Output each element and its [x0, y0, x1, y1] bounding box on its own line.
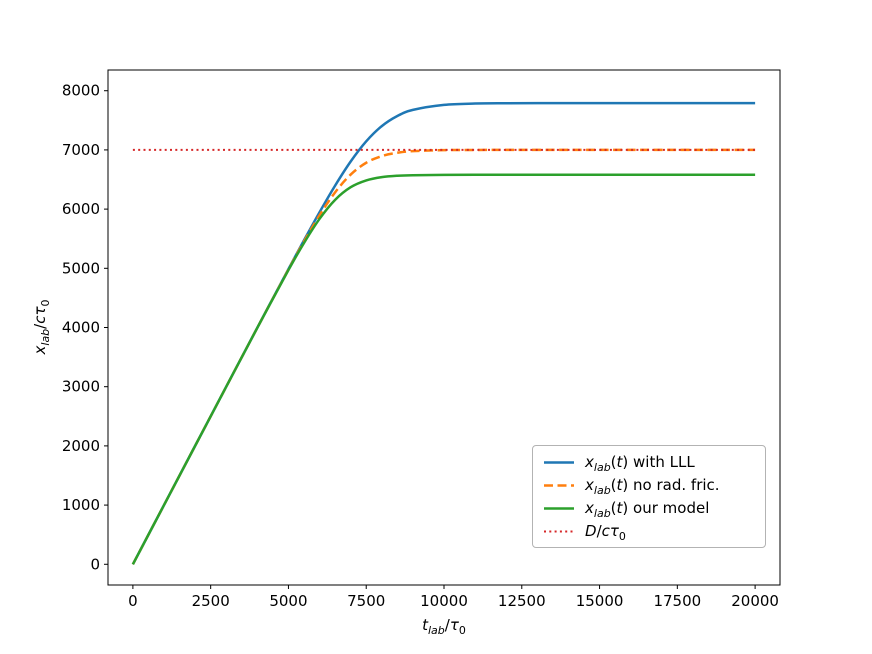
y-tick-label: 4000 — [62, 319, 100, 337]
label-segment: t — [616, 453, 623, 471]
legend-label: D/cτ0 — [585, 522, 626, 543]
x-axis-label: tlab/τ0 — [108, 616, 780, 637]
label-segment: t — [422, 616, 428, 634]
legend-line-swatch — [544, 506, 574, 510]
y-tick-label: 8000 — [62, 82, 100, 100]
legend-line-swatch — [544, 460, 574, 464]
label-segment: lab — [428, 624, 445, 637]
legend-entry-3: D/cτ0 — [543, 522, 755, 543]
x-tick-label: 15000 — [576, 592, 624, 610]
legend-entry-2: xlab(t) our model — [543, 499, 755, 520]
label-segment: ( — [610, 476, 617, 494]
y-tick-label: 2000 — [62, 437, 100, 455]
legend-line-swatch — [544, 530, 574, 532]
label-segment: τ — [609, 522, 619, 540]
y-tick-label: 5000 — [62, 259, 100, 277]
x-tick-label: 17500 — [653, 592, 701, 610]
label-segment: ) our model — [622, 499, 710, 517]
label-segment: D — [585, 522, 597, 540]
label-segment: / — [31, 323, 49, 329]
legend-entry-0: xlab(t) with LLL — [543, 453, 755, 474]
label-segment: ( — [610, 499, 617, 517]
label-segment: / — [596, 522, 602, 540]
label-segment: 0 — [39, 299, 52, 307]
legend-label: xlab(t) with LLL — [585, 453, 695, 474]
label-segment: 0 — [458, 624, 466, 637]
label-segment: ( — [610, 453, 617, 471]
label-segment: t — [616, 499, 623, 517]
y-tick-label: 0 — [90, 555, 100, 573]
label-segment: x — [585, 453, 594, 471]
x-tick-label: 12500 — [498, 592, 546, 610]
label-segment: τ — [449, 616, 459, 634]
label-segment: ) no rad. fric. — [622, 476, 720, 494]
label-segment: x — [585, 476, 594, 494]
x-tick-label: 2500 — [192, 592, 230, 610]
label-segment: t — [616, 476, 623, 494]
label-segment: lab — [593, 484, 611, 497]
x-tick-label: 10000 — [420, 592, 468, 610]
label-segment: / — [444, 616, 450, 634]
x-tick-label: 7500 — [347, 592, 385, 610]
label-segment: lab — [39, 328, 52, 346]
label-segment: c — [601, 522, 610, 540]
y-tick-label: 3000 — [62, 378, 100, 396]
series-line-2 — [131, 173, 756, 565]
label-segment: x — [585, 499, 594, 517]
label-segment: 0 — [618, 530, 626, 543]
legend-label: xlab(t) no rad. fric. — [585, 476, 720, 497]
label-segment: x — [31, 345, 49, 355]
y-tick-label: 6000 — [62, 200, 100, 218]
label-segment: lab — [593, 461, 611, 474]
x-tick-label: 20000 — [731, 592, 779, 610]
legend-entry-1: xlab(t) no rad. fric. — [543, 476, 755, 497]
label-segment: c — [31, 315, 49, 324]
legend-label: xlab(t) our model — [585, 499, 710, 520]
label-segment: τ — [31, 306, 49, 316]
label-segment: lab — [593, 507, 611, 520]
x-tick-label: 0 — [128, 592, 138, 610]
legend-line-swatch — [544, 483, 574, 487]
y-tick-label: 1000 — [62, 496, 100, 514]
y-tick-label: 7000 — [62, 141, 100, 159]
x-tick-label: 5000 — [269, 592, 307, 610]
y-axis-label: xlab/cτ0 — [31, 299, 52, 355]
legend: xlab(t) with LLL xlab(t) no rad. fric. xla… — [532, 445, 766, 548]
label-segment: ) with LLL — [622, 453, 695, 471]
